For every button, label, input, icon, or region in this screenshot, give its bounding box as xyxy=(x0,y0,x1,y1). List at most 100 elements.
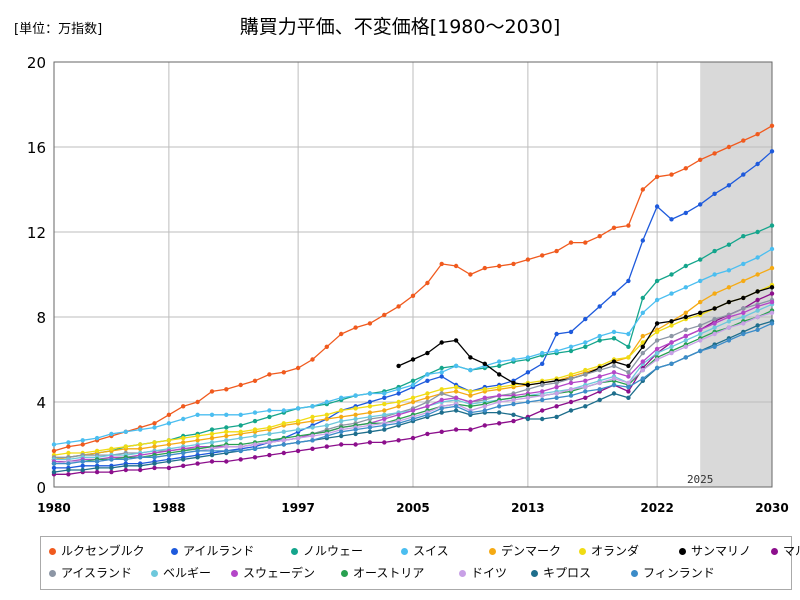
data-point xyxy=(640,376,645,381)
x-axis-ticks: 1980 1988 1997 2005 2013 2022 2030 xyxy=(37,501,788,515)
data-point xyxy=(252,418,258,424)
data-point xyxy=(654,365,660,371)
data-point xyxy=(683,338,688,343)
legend-marker xyxy=(171,548,178,555)
data-point xyxy=(769,285,775,290)
x-tick-label: 1997 xyxy=(281,501,314,515)
legend-item: スウェーデン xyxy=(231,565,315,581)
data-point xyxy=(669,319,674,324)
data-point xyxy=(683,333,688,339)
legend-marker xyxy=(679,548,686,555)
data-point xyxy=(712,331,717,337)
data-point xyxy=(497,393,502,398)
forecast-region xyxy=(700,62,772,487)
data-point xyxy=(382,412,387,417)
data-point xyxy=(339,433,344,439)
data-point xyxy=(626,389,631,394)
data-point xyxy=(367,391,373,396)
data-point xyxy=(540,350,545,356)
data-point xyxy=(769,149,775,154)
x-tick-label: 1980 xyxy=(37,501,70,515)
data-point xyxy=(224,425,229,430)
data-point xyxy=(769,123,775,128)
data-point xyxy=(324,433,329,439)
data-point xyxy=(698,257,703,262)
data-point xyxy=(195,448,200,454)
data-point xyxy=(726,268,732,273)
data-point xyxy=(238,382,243,388)
data-point xyxy=(281,429,286,434)
data-point xyxy=(181,457,186,462)
data-point xyxy=(353,442,358,447)
data-point xyxy=(654,357,660,362)
data-point xyxy=(367,404,373,409)
legend-item: アイルランド xyxy=(171,543,254,559)
data-point xyxy=(453,427,459,432)
data-point xyxy=(712,316,717,322)
data-point xyxy=(425,412,430,417)
data-point xyxy=(741,306,746,311)
legend-marker xyxy=(531,570,538,577)
data-point xyxy=(281,421,286,426)
data-point xyxy=(94,459,100,464)
data-point xyxy=(669,172,674,177)
legend-item: マルタ xyxy=(771,543,800,559)
data-point xyxy=(195,399,200,405)
data-point xyxy=(669,361,674,366)
data-point xyxy=(410,382,416,388)
data-point xyxy=(224,429,229,434)
data-point xyxy=(166,465,172,471)
data-point xyxy=(109,469,114,475)
data-point xyxy=(181,435,186,441)
data-point xyxy=(741,321,746,326)
data-point xyxy=(554,331,559,337)
legend-item: キプロス xyxy=(531,565,591,581)
data-point xyxy=(238,423,243,428)
data-point xyxy=(367,399,373,405)
data-point xyxy=(712,248,717,254)
legend-label: アイルランド xyxy=(183,544,255,558)
data-point xyxy=(439,261,444,267)
legend-marker xyxy=(771,548,778,555)
data-point xyxy=(583,378,588,383)
data-point xyxy=(310,404,315,409)
data-point xyxy=(468,367,473,373)
data-point xyxy=(80,442,85,447)
data-point xyxy=(755,229,760,235)
data-point xyxy=(66,440,71,445)
unit-label: [単位：万指数] xyxy=(14,22,103,37)
data-point xyxy=(511,357,516,362)
y-tick-label: 8 xyxy=(36,309,46,327)
data-point xyxy=(583,344,588,349)
data-point xyxy=(439,374,444,379)
data-point xyxy=(267,440,272,445)
data-point xyxy=(425,350,430,356)
data-point xyxy=(224,459,229,464)
data-point xyxy=(209,427,215,432)
data-point xyxy=(769,291,775,296)
data-point xyxy=(568,344,574,349)
data-point xyxy=(597,234,602,239)
y-tick-label: 12 xyxy=(27,224,46,242)
data-point xyxy=(51,442,57,447)
series-4 xyxy=(51,246,775,447)
data-point xyxy=(367,414,373,420)
data-point xyxy=(712,306,717,311)
data-point xyxy=(540,408,545,413)
data-point xyxy=(640,333,645,339)
data-point xyxy=(568,387,574,392)
data-point xyxy=(698,202,703,207)
data-point xyxy=(511,418,516,424)
data-point xyxy=(640,238,645,243)
data-point xyxy=(626,380,631,386)
data-point xyxy=(94,448,100,454)
data-point xyxy=(511,380,516,386)
data-point xyxy=(238,412,243,417)
data-point xyxy=(425,280,430,286)
data-point xyxy=(224,387,229,392)
data-point xyxy=(597,374,602,379)
data-point xyxy=(597,367,602,373)
data-point xyxy=(410,435,416,441)
y-tick-label: 4 xyxy=(36,394,46,412)
data-point xyxy=(683,344,688,349)
